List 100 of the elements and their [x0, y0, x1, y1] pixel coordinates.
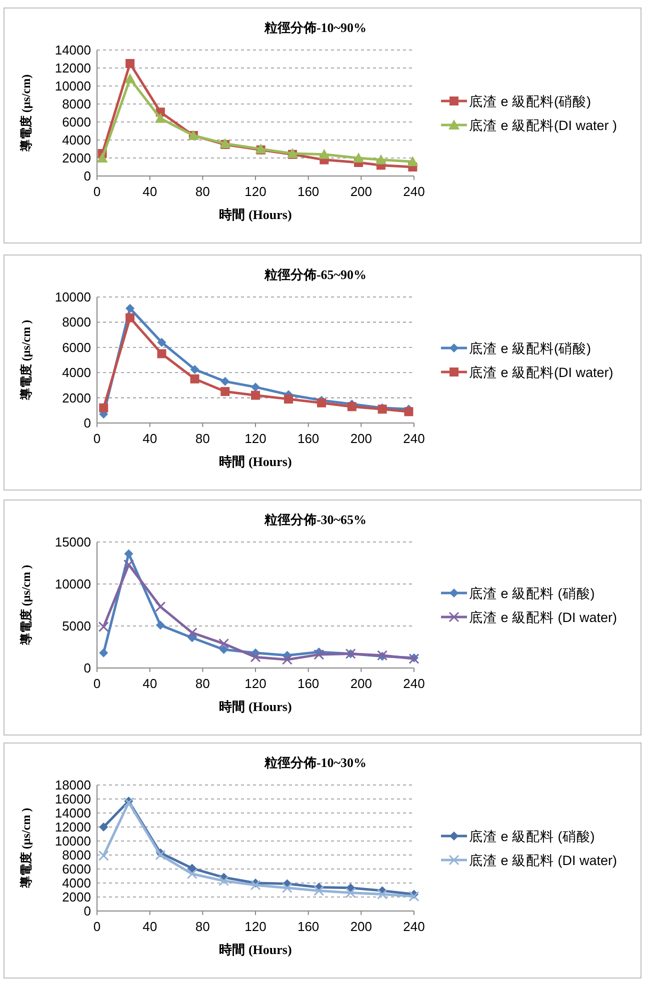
legend-label: 底渣 e 級配料 (DI water) [469, 853, 618, 868]
y-tick-label: 8000 [62, 314, 91, 330]
x-tick-label: 80 [195, 431, 210, 446]
x-tick-label: 240 [403, 919, 425, 934]
chart-title: 粒徑分佈-30~65% [263, 512, 367, 527]
point [251, 390, 260, 400]
point [218, 876, 230, 886]
y-tick-label: 8000 [62, 96, 91, 112]
point [251, 382, 260, 392]
x-tick-label: 200 [350, 184, 372, 199]
point [190, 374, 200, 384]
x-tick-label: 40 [142, 431, 158, 446]
x-axis-title: 時間 (Hours) [219, 942, 292, 957]
x-tick-label: 200 [350, 919, 372, 934]
legend-label: 底渣 e 級配料(硝酸) [469, 94, 592, 109]
point [317, 398, 326, 408]
point [186, 627, 198, 638]
chart-title: 粒徑分佈-10~90% [263, 20, 367, 35]
point [157, 349, 166, 358]
legend-label: 底渣 e 級配料 (DI water) [469, 610, 618, 625]
point [99, 403, 108, 412]
y-tick-label: 6000 [62, 114, 91, 130]
point [318, 148, 330, 159]
point [282, 882, 292, 894]
y-tick-label: 10000 [54, 576, 91, 592]
y-tick-label: 4000 [62, 365, 91, 380]
x-tick-label: 0 [93, 676, 101, 691]
y-tick-label: 10000 [54, 78, 91, 94]
x-tick-label: 0 [93, 184, 101, 199]
x-tick-label: 200 [350, 431, 372, 446]
y-tick-label: 0 [84, 168, 91, 184]
y-tick-label: 2000 [62, 890, 91, 904]
point [126, 304, 135, 313]
point [154, 112, 166, 123]
x-tick-label: 160 [297, 676, 320, 691]
point [99, 648, 108, 658]
point [126, 313, 135, 322]
point [126, 59, 135, 68]
x-tick-label: 120 [244, 431, 266, 446]
x-tick-label: 40 [142, 184, 158, 199]
y-tick-label: 12000 [54, 820, 91, 834]
y-axis-title: 導電度 (µs/cm ) [19, 320, 33, 402]
y-tick-label: 5000 [62, 618, 91, 634]
y-tick-label: 0 [84, 904, 91, 918]
point [250, 652, 261, 662]
point [314, 649, 324, 660]
x-tick-label: 80 [195, 184, 210, 199]
point [123, 559, 134, 570]
y-tick-label: 14000 [54, 806, 91, 820]
x-tick-label: 160 [297, 919, 320, 934]
x-tick-label: 0 [93, 919, 101, 934]
y-tick-label: 2000 [62, 150, 91, 166]
point [220, 387, 230, 396]
point [407, 156, 418, 166]
x-axis-title: 時間 (Hours) [219, 699, 292, 714]
point [218, 638, 230, 649]
point [188, 864, 197, 873]
x-tick-label: 40 [142, 676, 158, 691]
point [156, 620, 165, 630]
point [99, 822, 108, 832]
point [314, 885, 324, 896]
x-axis-title: 時間 (Hours) [219, 454, 292, 469]
x-tick-label: 240 [403, 431, 425, 446]
x-tick-label: 120 [244, 919, 266, 934]
x-tick-label: 160 [297, 431, 320, 446]
x-tick-label: 240 [403, 184, 425, 199]
x-tick-label: 160 [297, 184, 320, 199]
x-tick-label: 120 [244, 184, 266, 199]
y-tick-label: 15000 [54, 534, 91, 550]
point [353, 152, 364, 162]
point [155, 850, 166, 860]
point [282, 654, 292, 665]
point [220, 376, 230, 386]
point [155, 601, 166, 612]
y-tick-label: 18000 [54, 778, 91, 792]
y-tick-label: 10000 [54, 290, 91, 304]
y-axis-title: 導電度 (µs/cm) [19, 74, 33, 153]
point [190, 364, 200, 374]
point [98, 622, 109, 632]
point [347, 402, 356, 412]
y-tick-label: 12000 [54, 60, 91, 76]
legend-label: 底渣 e 級配料 (硝酸) [469, 829, 595, 844]
point [124, 73, 136, 84]
point [96, 152, 108, 162]
point [250, 880, 261, 890]
y-axis-title: 導電度 (µs/cm ) [19, 808, 33, 890]
x-tick-label: 200 [350, 676, 372, 691]
point [124, 549, 134, 558]
legend-label: 底渣 e 級配料 (硝酸) [469, 586, 595, 601]
y-tick-label: 10000 [54, 834, 91, 848]
x-tick-label: 80 [195, 919, 210, 934]
x-tick-label: 0 [93, 431, 101, 446]
chart-title: 粒徑分佈-65~90% [263, 267, 367, 282]
point [98, 850, 109, 861]
point [377, 888, 388, 900]
point [408, 891, 420, 902]
x-tick-label: 240 [403, 676, 425, 691]
y-tick-label: 4000 [62, 132, 91, 148]
point [186, 868, 198, 880]
point [284, 394, 294, 404]
